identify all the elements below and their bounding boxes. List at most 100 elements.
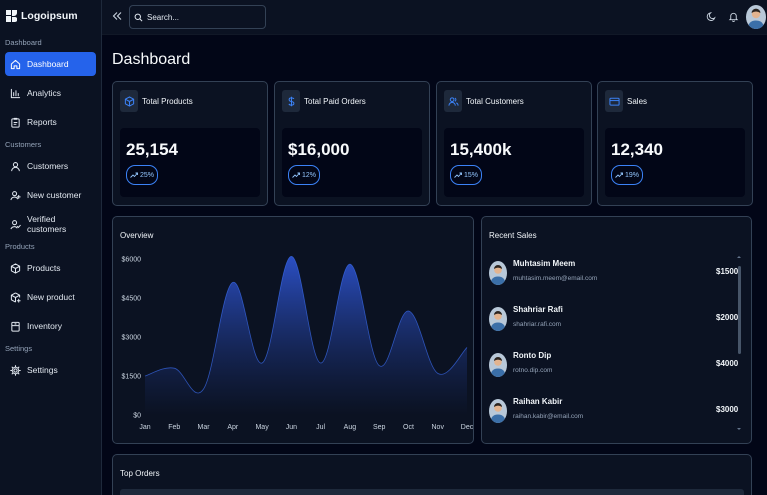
x-tick-label: Jun <box>286 424 297 431</box>
sale-email: rotno.dip.com <box>513 367 553 374</box>
data-point-oct[interactable] <box>407 310 410 313</box>
list-item[interactable]: Ronto Dip rotno.dip.com $4000 <box>488 351 738 381</box>
package-plus-icon <box>10 291 21 303</box>
x-tick-label: Mar <box>198 424 211 431</box>
sidebar-item-products[interactable]: Products <box>5 256 96 280</box>
home-icon <box>10 59 21 69</box>
sidebar-item-label: Customers <box>27 161 69 171</box>
list-item[interactable]: Raihan Kabir raihan.kabir@email.com $300… <box>488 397 738 427</box>
topbar <box>102 0 767 35</box>
x-tick-label: Apr <box>227 424 239 431</box>
y-tick-label: $6000 <box>122 257 142 264</box>
avatar[interactable] <box>746 5 766 29</box>
sidebar-item-label: Reports <box>27 117 57 127</box>
stat-value: 12,340 <box>611 140 663 159</box>
top-orders-title: Top Orders <box>120 469 160 478</box>
sidebar-item-label: New customer <box>27 190 82 200</box>
y-tick-label: $1500 <box>122 374 142 381</box>
scrollbar-thumb[interactable] <box>738 266 741 354</box>
sidebar-item-analytics[interactable]: Analytics <box>5 81 96 105</box>
page-title: Dashboard <box>112 51 191 68</box>
trend-up-icon <box>615 172 623 178</box>
data-point-aug[interactable] <box>348 263 351 266</box>
search-box[interactable] <box>129 5 266 29</box>
y-tick-label: $4500 <box>122 296 142 303</box>
avatar-image <box>489 307 507 331</box>
sidebar-item-label: New product <box>27 292 75 302</box>
sale-amount: $2000 <box>716 313 739 322</box>
list-item[interactable]: Muhtasim Meem muhtasim.meem@email.com $1… <box>488 259 738 289</box>
stat-change-badge: 12% <box>288 165 320 185</box>
sale-email: raihan.kabir@email.com <box>513 413 584 420</box>
list-item[interactable]: Shahriar Rafi shahriar.rafi.com $2000 <box>488 305 738 335</box>
stat-title: Total Products <box>142 96 193 106</box>
chart-icon <box>10 88 21 98</box>
section-label-settings: Settings <box>5 344 33 353</box>
user-icon <box>11 161 20 171</box>
sidebar: Logoipsum Dashboard Dashboard Analytics … <box>0 0 102 495</box>
top-orders-table <box>120 489 744 495</box>
stat-change-value: 15% <box>463 171 478 179</box>
avatar-image <box>489 261 507 285</box>
sidebar-item-customers[interactable]: Customers <box>5 154 96 178</box>
scrollbar[interactable] <box>736 255 742 431</box>
sidebar-item-new-customer[interactable]: New customer <box>5 183 96 207</box>
inventory-icon <box>11 321 20 332</box>
sidebar-item-label: Settings <box>27 365 58 375</box>
overview-line <box>144 255 468 394</box>
trend-up-icon <box>292 172 300 178</box>
data-point-may[interactable] <box>261 362 264 365</box>
stat-change-value: 12% <box>301 171 316 179</box>
search-input[interactable] <box>147 12 257 22</box>
recent-sales-panel: Recent Sales Muhtasim Meem muhtasim.meem… <box>481 216 752 444</box>
stat-change-value: 25% <box>139 171 154 179</box>
data-point-sep[interactable] <box>378 364 381 367</box>
brand[interactable]: Logoipsum <box>0 0 101 32</box>
stat-change-badge: 19% <box>611 165 643 185</box>
data-point-jan[interactable] <box>144 375 147 378</box>
dollar-icon <box>287 96 294 106</box>
data-point-jul[interactable] <box>319 362 322 365</box>
stat-title: Sales <box>627 96 648 106</box>
bell-icon[interactable] <box>728 11 739 22</box>
overview-chart: $6000 $4500 $3000 $1500 $0 Jan Feb Mar Apr May Ju… <box>122 255 473 431</box>
x-tick-label: Jul <box>316 424 325 431</box>
data-point-apr[interactable] <box>231 281 234 284</box>
avatar-image <box>489 353 507 377</box>
search-icon <box>134 13 143 21</box>
stat-title: Total Customers <box>466 96 524 106</box>
sidebar-item-settings[interactable]: Settings <box>5 358 96 382</box>
data-point-mar[interactable] <box>202 388 205 391</box>
data-point-jun[interactable] <box>290 255 293 258</box>
sidebar-item-new-product[interactable]: New product <box>5 285 96 309</box>
user-check-icon <box>10 219 21 229</box>
stat-change-badge: 15% <box>450 165 482 185</box>
x-tick-label: Sep <box>373 424 386 431</box>
box-icon <box>124 95 134 107</box>
sidebar-item-verified-customers[interactable]: Verified customers <box>5 212 96 236</box>
x-tick-label: Feb <box>168 424 180 431</box>
avatar <box>489 261 507 285</box>
package-icon <box>10 262 21 274</box>
data-point-feb[interactable] <box>173 367 176 370</box>
stat-card-total-paid-orders: Total Paid Orders $16,000 12% <box>274 81 430 206</box>
avatar <box>489 399 507 423</box>
y-tick-label: $0 <box>133 413 141 420</box>
sidebar-item-reports[interactable]: Reports <box>5 110 96 134</box>
stat-card-total-customers: Total Customers 15,400k 15% <box>436 81 592 206</box>
sidebar-item-label: Products <box>27 263 61 273</box>
sidebar-item-label: Verified customers <box>27 214 67 234</box>
sidebar-item-dashboard[interactable]: Dashboard <box>5 52 96 76</box>
data-point-dec[interactable] <box>466 346 469 349</box>
avatar-image <box>489 399 507 423</box>
logo-icon <box>6 10 17 22</box>
sale-amount: $4000 <box>716 359 739 368</box>
collapse-icon[interactable] <box>111 10 123 22</box>
data-point-nov[interactable] <box>436 372 439 375</box>
sidebar-item-inventory[interactable]: Inventory <box>5 314 96 338</box>
users-icon <box>447 96 459 106</box>
avatar <box>489 353 507 377</box>
moon-icon[interactable] <box>706 11 717 22</box>
stat-title: Total Paid Orders <box>304 96 366 106</box>
sidebar-item-label: Analytics <box>27 88 62 98</box>
